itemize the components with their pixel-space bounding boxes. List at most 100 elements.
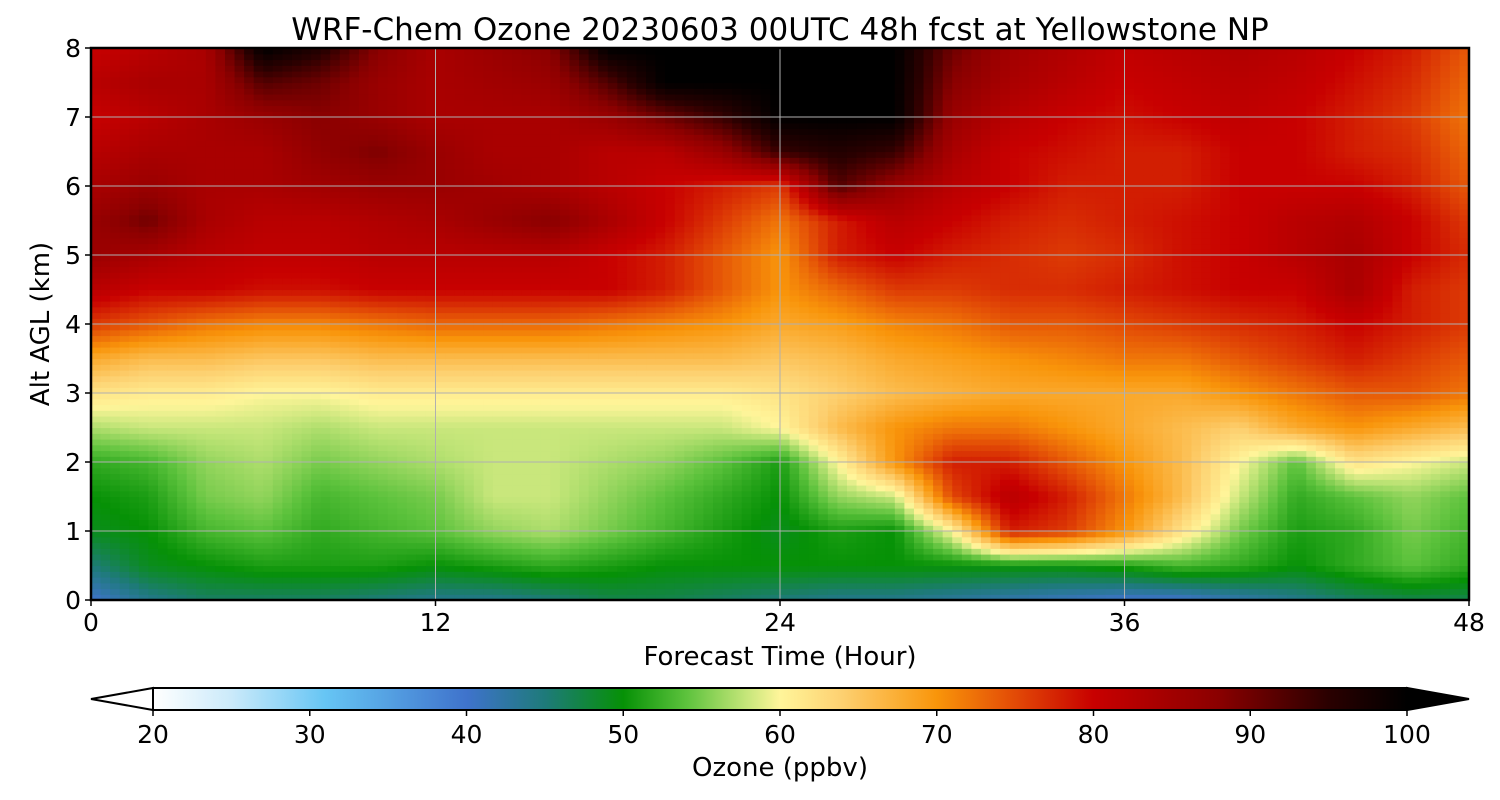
heatmap-cell <box>91 571 102 578</box>
heatmap-cell <box>320 404 331 411</box>
heatmap-cell <box>387 594 398 600</box>
heatmap-cell <box>760 513 772 521</box>
heatmap-cell <box>1114 577 1126 584</box>
heatmap-cell <box>464 571 475 578</box>
heatmap-cell <box>770 565 781 572</box>
heatmap-cell <box>282 490 293 498</box>
heatmap-cell <box>818 536 829 544</box>
heatmap-cell <box>358 410 370 417</box>
heatmap-cell <box>1354 427 1365 434</box>
heatmap-cell <box>138 577 150 584</box>
heatmap-cell <box>196 513 207 521</box>
heatmap-cell <box>780 433 791 440</box>
heatmap-cell <box>473 565 484 572</box>
heatmap-cell <box>559 588 571 595</box>
heatmap-cell <box>320 548 331 555</box>
heatmap-cell <box>617 393 628 400</box>
heatmap-cell <box>445 565 456 572</box>
heatmap-cell <box>1287 542 1298 549</box>
heatmap-cell <box>349 571 360 578</box>
heatmap-cell <box>483 404 494 411</box>
heatmap-cell <box>1143 542 1154 549</box>
heatmap-cell <box>311 467 322 475</box>
heatmap-cell <box>244 548 255 555</box>
heatmap-cell <box>1009 416 1020 423</box>
heatmap-cell <box>684 485 695 492</box>
heatmap-cell <box>1162 502 1173 509</box>
heatmap-cell <box>177 456 188 463</box>
heatmap-cell <box>1181 427 1193 434</box>
heatmap-cell <box>579 525 590 532</box>
heatmap-cell <box>473 485 484 492</box>
heatmap-cell <box>1268 571 1279 578</box>
heatmap-cell <box>799 496 810 503</box>
heatmap-cell <box>1153 398 1164 406</box>
heatmap-cell <box>157 548 169 555</box>
heatmap-cell <box>1315 582 1327 590</box>
heatmap-cell <box>358 542 370 549</box>
heatmap-cell <box>789 421 800 429</box>
heatmap-cell <box>1296 473 1307 480</box>
heatmap-cell <box>770 548 781 555</box>
heatmap-cell <box>1248 508 1260 515</box>
heatmap-cell <box>215 398 226 406</box>
heatmap-cell <box>674 490 685 498</box>
heatmap-cell <box>196 433 207 440</box>
heatmap-cell <box>971 439 982 446</box>
heatmap-cell <box>674 519 685 526</box>
heatmap-cell <box>1440 513 1451 521</box>
heatmap-cell <box>1172 456 1183 463</box>
heatmap-cell <box>1009 542 1020 549</box>
heatmap-cell <box>1028 577 1039 584</box>
heatmap-cell <box>665 462 676 469</box>
heatmap-cell <box>138 519 150 526</box>
heatmap-cell <box>205 467 217 475</box>
heatmap-cell <box>291 594 303 600</box>
heatmap-cell <box>1105 393 1116 400</box>
heatmap-cell <box>301 513 312 521</box>
heatmap-cell <box>674 404 685 411</box>
heatmap-cell <box>1449 479 1461 486</box>
heatmap-cell <box>684 594 695 600</box>
heatmap-cell <box>512 513 523 521</box>
heatmap-cell <box>320 439 331 446</box>
heatmap-cell <box>311 571 322 578</box>
heatmap-cell <box>1134 548 1145 555</box>
heatmap-cell <box>1382 427 1394 434</box>
heatmap-cell <box>425 571 437 578</box>
heatmap-cell <box>684 571 695 578</box>
heatmap-cell <box>397 502 408 509</box>
heatmap-cell <box>760 559 772 567</box>
heatmap-cell <box>1421 490 1432 498</box>
heatmap-cell <box>416 594 427 600</box>
heatmap-cell <box>387 502 398 509</box>
heatmap-cell <box>1114 594 1126 600</box>
heatmap-cell <box>913 565 925 572</box>
heatmap-cell <box>416 577 427 584</box>
heatmap-cell <box>722 554 733 561</box>
heatmap-cell <box>1191 519 1202 526</box>
heatmap-cell <box>856 404 867 411</box>
heatmap-cell <box>770 513 781 521</box>
heatmap-cell <box>1057 398 1068 406</box>
heatmap-cell <box>1057 525 1068 532</box>
heatmap-cell <box>349 496 360 503</box>
heatmap-cell <box>502 444 513 452</box>
heatmap-cell <box>512 577 523 584</box>
heatmap-cell <box>837 467 848 475</box>
heatmap-cell <box>866 427 877 434</box>
heatmap-cell <box>272 485 283 492</box>
heatmap-cell <box>1268 554 1279 561</box>
heatmap-cell <box>808 571 819 578</box>
heatmap-cell <box>349 554 360 561</box>
heatmap-cell <box>416 559 427 567</box>
heatmap-cell <box>1047 427 1059 434</box>
heatmap-cell <box>636 554 647 561</box>
heatmap-cell <box>1421 536 1432 544</box>
heatmap-cell <box>1201 594 1212 600</box>
heatmap-cell <box>655 582 666 590</box>
heatmap-cell <box>598 444 609 452</box>
heatmap-cell <box>875 513 886 521</box>
heatmap-cell <box>512 450 523 457</box>
heatmap-cell <box>1057 513 1068 521</box>
